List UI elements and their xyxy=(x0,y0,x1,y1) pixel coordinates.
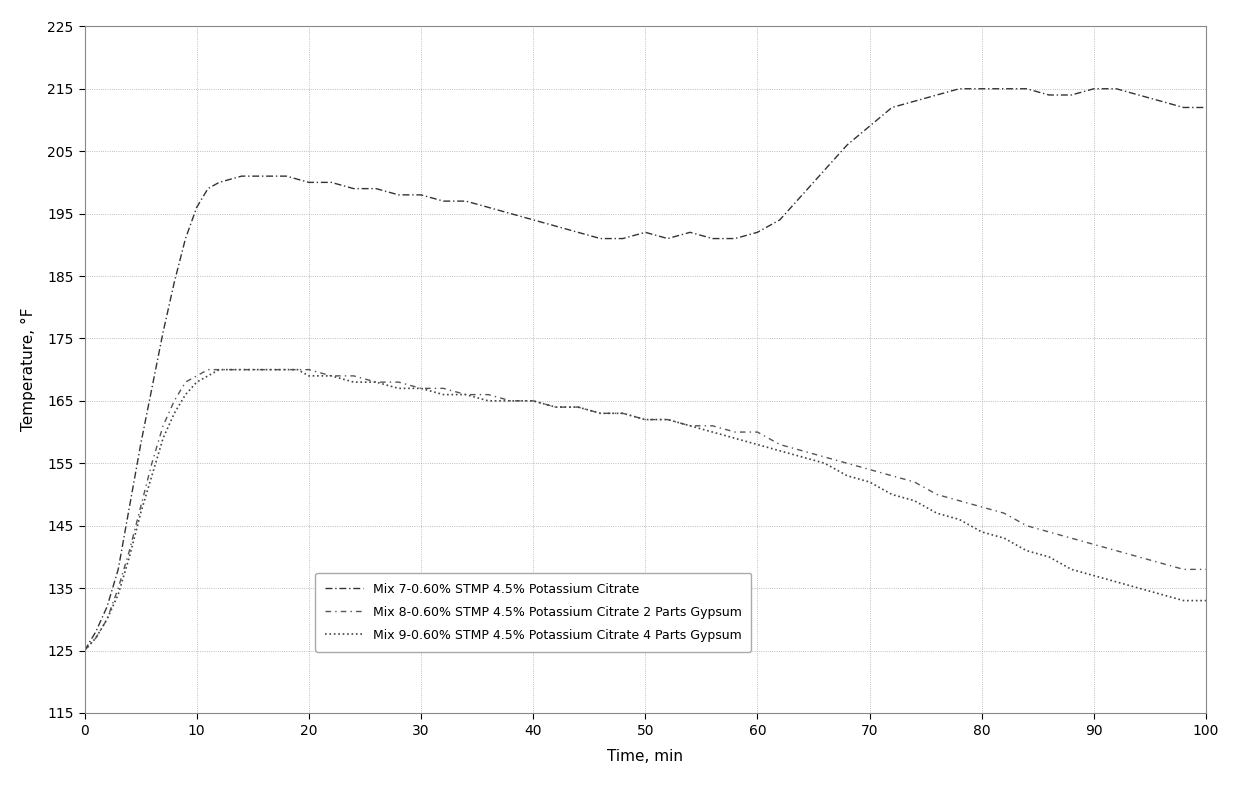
Mix 9-0.60% STMP 4.5% Potassium Citrate 4 Parts Gypsum xyxy=(346,378,361,387)
Mix 8-0.60% STMP 4.5% Potassium Citrate 2 Parts Gypsum xyxy=(346,371,361,381)
Mix 8-0.60% STMP 4.5% Potassium Citrate 2 Parts Gypsum xyxy=(201,365,216,374)
Mix 7-0.60% STMP 4.5% Potassium Citrate xyxy=(862,122,877,131)
Mix 9-0.60% STMP 4.5% Potassium Citrate 4 Parts Gypsum xyxy=(1042,552,1056,561)
Mix 8-0.60% STMP 4.5% Potassium Citrate 2 Parts Gypsum xyxy=(77,646,92,655)
Legend: Mix 7-0.60% STMP 4.5% Potassium Citrate, Mix 8-0.60% STMP 4.5% Potassium Citrate: Mix 7-0.60% STMP 4.5% Potassium Citrate,… xyxy=(315,573,751,652)
Mix 9-0.60% STMP 4.5% Potassium Citrate 4 Parts Gypsum xyxy=(1199,596,1214,605)
Mix 8-0.60% STMP 4.5% Potassium Citrate 2 Parts Gypsum xyxy=(223,365,238,374)
Mix 9-0.60% STMP 4.5% Potassium Citrate 4 Parts Gypsum xyxy=(683,421,698,430)
X-axis label: Time, min: Time, min xyxy=(608,749,683,764)
Mix 8-0.60% STMP 4.5% Potassium Citrate 2 Parts Gypsum xyxy=(1042,528,1056,537)
Mix 7-0.60% STMP 4.5% Potassium Citrate xyxy=(1199,103,1214,112)
Mix 8-0.60% STMP 4.5% Potassium Citrate 2 Parts Gypsum xyxy=(1199,564,1214,574)
Mix 8-0.60% STMP 4.5% Potassium Citrate 2 Parts Gypsum xyxy=(246,365,260,374)
Mix 7-0.60% STMP 4.5% Potassium Citrate xyxy=(1019,84,1034,93)
Mix 7-0.60% STMP 4.5% Potassium Citrate xyxy=(257,171,272,181)
Line: Mix 9-0.60% STMP 4.5% Potassium Citrate 4 Parts Gypsum: Mix 9-0.60% STMP 4.5% Potassium Citrate … xyxy=(84,370,1207,651)
Mix 8-0.60% STMP 4.5% Potassium Citrate 2 Parts Gypsum xyxy=(683,421,698,430)
Mix 8-0.60% STMP 4.5% Potassium Citrate 2 Parts Gypsum xyxy=(593,409,608,418)
Mix 7-0.60% STMP 4.5% Potassium Citrate xyxy=(795,190,810,199)
Mix 9-0.60% STMP 4.5% Potassium Citrate 4 Parts Gypsum xyxy=(212,365,227,374)
Y-axis label: Temperature, °F: Temperature, °F xyxy=(21,308,36,432)
Mix 7-0.60% STMP 4.5% Potassium Citrate xyxy=(952,84,967,93)
Mix 9-0.60% STMP 4.5% Potassium Citrate 4 Parts Gypsum xyxy=(223,365,238,374)
Mix 9-0.60% STMP 4.5% Potassium Citrate 4 Parts Gypsum xyxy=(77,646,92,655)
Mix 9-0.60% STMP 4.5% Potassium Citrate 4 Parts Gypsum xyxy=(593,409,608,418)
Mix 7-0.60% STMP 4.5% Potassium Citrate xyxy=(234,171,249,181)
Line: Mix 8-0.60% STMP 4.5% Potassium Citrate 2 Parts Gypsum: Mix 8-0.60% STMP 4.5% Potassium Citrate … xyxy=(84,370,1207,651)
Line: Mix 7-0.60% STMP 4.5% Potassium Citrate: Mix 7-0.60% STMP 4.5% Potassium Citrate xyxy=(84,89,1207,651)
Mix 7-0.60% STMP 4.5% Potassium Citrate xyxy=(1153,97,1168,106)
Mix 7-0.60% STMP 4.5% Potassium Citrate xyxy=(77,646,92,655)
Mix 9-0.60% STMP 4.5% Potassium Citrate 4 Parts Gypsum xyxy=(246,365,260,374)
